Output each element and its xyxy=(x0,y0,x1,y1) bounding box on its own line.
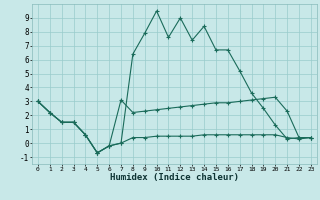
X-axis label: Humidex (Indice chaleur): Humidex (Indice chaleur) xyxy=(110,173,239,182)
